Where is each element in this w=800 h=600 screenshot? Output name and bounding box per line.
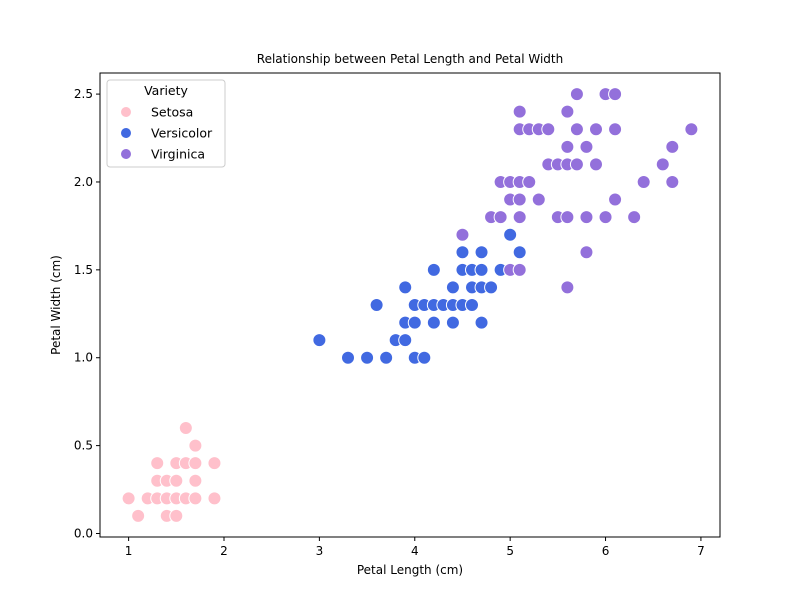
- plot-frame: [99, 72, 721, 538]
- point-virginica-42: [665, 174, 680, 189]
- legend-box: [106, 79, 226, 168]
- point-virginica-41: [655, 157, 670, 172]
- point-virginica-27: [569, 122, 584, 137]
- point-setosa-1: [131, 508, 146, 523]
- point-virginica-24: [560, 139, 575, 154]
- y-axis-label: Petal Width (cm): [49, 255, 63, 355]
- point-setosa-20: [207, 491, 222, 506]
- point-virginica-36: [608, 192, 623, 207]
- point-setosa-11: [169, 473, 184, 488]
- point-virginica-34: [598, 210, 613, 225]
- legend-label-versicolor: Versicolor: [151, 126, 213, 141]
- point-virginica-32: [589, 157, 603, 172]
- legend-marker-virginica: [120, 148, 132, 160]
- points-layer: [121, 87, 699, 523]
- point-virginica-21: [560, 280, 575, 295]
- point-virginica-43: [665, 139, 680, 154]
- point-virginica-2: [493, 210, 508, 225]
- y-tick-label: 1.5: [74, 263, 93, 277]
- legend-marker-versicolor: [120, 127, 132, 139]
- point-versicolor-2: [360, 350, 375, 365]
- point-versicolor-23: [455, 245, 470, 260]
- x-tick-label: 4: [411, 544, 419, 558]
- legend-label-virginica: Virginica: [151, 147, 205, 162]
- x-tick-label: 1: [125, 544, 133, 558]
- point-virginica-40: [636, 174, 651, 189]
- x-tick-label: 3: [316, 544, 324, 558]
- point-versicolor-34: [512, 245, 527, 260]
- point-versicolor-1: [341, 350, 355, 365]
- point-virginica-13: [522, 174, 537, 189]
- point-setosa-9: [169, 508, 184, 523]
- y-tick-label: 0.0: [74, 526, 93, 540]
- point-virginica-26: [569, 157, 584, 172]
- point-versicolor-29: [474, 262, 489, 277]
- point-versicolor-31: [484, 280, 499, 295]
- point-versicolor-3: [369, 298, 384, 312]
- point-versicolor-30: [474, 245, 489, 260]
- point-versicolor-0: [312, 333, 327, 348]
- point-virginica-28: [569, 87, 584, 102]
- legend-marker-setosa: [120, 106, 132, 118]
- point-versicolor-8: [398, 280, 413, 295]
- point-virginica-9: [512, 192, 527, 207]
- point-virginica-30: [579, 210, 594, 225]
- x-tick-label: 5: [506, 544, 514, 558]
- point-setosa-18: [188, 456, 203, 471]
- x-axis: 1 2 3 4 5 6 7: [125, 537, 705, 558]
- x-tick-label: 7: [697, 544, 705, 558]
- y-tick-label: 1.0: [74, 351, 93, 365]
- point-versicolor-24: [465, 298, 479, 312]
- point-virginica-33: [589, 122, 603, 137]
- point-setosa-17: [188, 473, 203, 488]
- point-virginica-12: [512, 104, 527, 119]
- point-versicolor-33: [503, 227, 518, 242]
- point-virginica-44: [684, 122, 699, 137]
- y-axis: 0.0 0.5 1.0 1.5 2.0 2.5: [74, 87, 100, 540]
- point-virginica-15: [531, 192, 546, 207]
- point-versicolor-12: [417, 350, 432, 365]
- point-setosa-19: [188, 438, 203, 453]
- point-versicolor-20: [445, 280, 460, 295]
- point-versicolor-27: [474, 315, 489, 330]
- point-versicolor-6: [398, 333, 413, 348]
- point-setosa-21: [207, 456, 222, 471]
- point-setosa-0: [121, 491, 136, 506]
- y-tick-label: 0.5: [74, 439, 93, 453]
- point-virginica-8: [512, 210, 527, 225]
- legend: Variety Setosa Versicolor Virginica: [106, 79, 226, 168]
- y-tick-label: 2.5: [74, 87, 93, 101]
- point-versicolor-16: [426, 262, 441, 277]
- point-setosa-15: [178, 421, 193, 436]
- point-virginica-38: [608, 87, 623, 102]
- point-setosa-16: [188, 491, 203, 506]
- x-tick-label: 2: [220, 544, 228, 558]
- point-virginica-31: [579, 139, 594, 154]
- point-versicolor-18: [445, 315, 460, 330]
- point-virginica-0: [455, 227, 470, 242]
- point-virginica-18: [541, 122, 556, 137]
- point-virginica-7: [512, 262, 527, 277]
- legend-label-setosa: Setosa: [151, 105, 193, 120]
- point-virginica-25: [560, 104, 575, 119]
- y-tick-label: 2.0: [74, 175, 93, 189]
- point-virginica-22: [560, 210, 575, 225]
- legend-title: Variety: [144, 83, 188, 98]
- x-axis-label: Petal Length (cm): [357, 563, 463, 577]
- point-versicolor-4: [379, 350, 394, 365]
- point-versicolor-14: [426, 315, 441, 330]
- point-virginica-29: [579, 245, 594, 260]
- point-virginica-39: [627, 210, 642, 225]
- point-virginica-37: [608, 122, 623, 137]
- x-tick-label: 6: [602, 544, 610, 558]
- point-versicolor-10: [407, 315, 422, 330]
- chart-title: Relationship between Petal Length and Pe…: [257, 52, 563, 66]
- point-setosa-5: [150, 456, 165, 471]
